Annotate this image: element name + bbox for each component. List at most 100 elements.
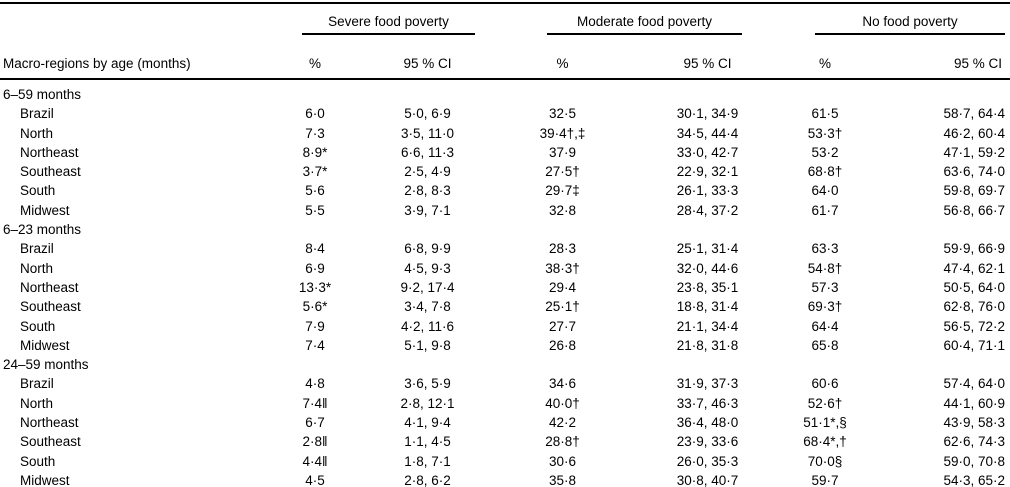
cell-moderate-ci: 32·0, 44·6 (676, 260, 739, 276)
section-header-row: 6–59 months (0, 79, 1010, 104)
row-label: Southeast (20, 164, 81, 180)
cell-none-pct: 70·0§ (807, 453, 843, 469)
table-row: South 4·4‖ 1·8, 7·1 30·6 26·0, 35·3 70·0… (0, 452, 1010, 471)
empty-corner-cell (0, 3, 265, 35)
row-label: North (20, 395, 54, 411)
cell-severe-pct: 2·8‖ (302, 434, 328, 450)
cell-severe-pct: 3·7* (302, 164, 328, 180)
row-label: Southeast (20, 434, 81, 450)
row-label: Northeast (20, 415, 79, 431)
cell-severe-ci: 9·2, 17·4 (400, 279, 455, 295)
cell-none-pct: 61·7 (811, 202, 839, 218)
cell-none-pct: 69·3† (807, 299, 843, 315)
group-header-none: No food poverty (780, 3, 1010, 35)
cell-severe-ci: 6·6, 11·3 (400, 144, 455, 160)
cell-moderate-ci: 31·9, 37·3 (676, 376, 739, 392)
cell-none-ci: 59·8, 69·7 (943, 183, 1006, 199)
sub-header-row: Macro-regions by age (months) % 95 % CI … (0, 35, 1010, 79)
cell-none-pct: 60·6 (811, 376, 839, 392)
cell-severe-ci: 2·8, 8·3 (404, 183, 451, 199)
cell-moderate-pct: 25·1† (545, 299, 580, 315)
cell-severe-pct: 8·9* (302, 144, 328, 160)
row-label: Brazil (20, 106, 54, 122)
table-row: Brazil 4·8 3·6, 5·9 34·6 31·9, 37·3 60·6… (0, 374, 1010, 393)
cell-moderate-pct: 27·7 (549, 318, 577, 334)
cell-moderate-pct: 34·6 (549, 376, 577, 392)
cell-moderate-pct: 29·7‡ (545, 183, 580, 199)
row-label: Midwest (20, 472, 70, 487)
table-row: Southeast 3·7* 2·5, 4·9 27·5† 22·9, 32·1… (0, 162, 1010, 181)
cell-none-ci: 54·3, 65·2 (943, 472, 1006, 487)
cell-moderate-ci: 21·1, 34·4 (676, 318, 739, 334)
group-header-moderate-label: Moderate food poverty (547, 14, 743, 35)
cell-moderate-pct: 28·3 (549, 241, 577, 257)
group-header-moderate: Moderate food poverty (490, 3, 780, 35)
cell-severe-pct: 8·4 (305, 241, 325, 257)
cell-severe-pct: 7·4 (305, 337, 325, 353)
cell-severe-ci: 2·8, 12·1 (400, 395, 455, 411)
cell-moderate-ci: 18·8, 31·4 (676, 299, 739, 315)
group-header-severe: Severe food poverty (265, 3, 490, 35)
cell-severe-ci: 2·5, 4·9 (404, 164, 451, 180)
cell-severe-pct: 4·8 (305, 376, 325, 392)
cell-moderate-pct: 30·6 (549, 453, 577, 469)
cell-none-ci: 56·5, 72·2 (943, 318, 1006, 334)
cell-severe-ci: 1·8, 7·1 (404, 453, 451, 469)
table-row: Southeast 5·6* 3·4, 7·8 25·1† 18·8, 31·4… (0, 297, 1010, 316)
cell-none-ci: 59·0, 70·8 (943, 453, 1006, 469)
cell-moderate-pct: 37·9 (549, 144, 577, 160)
row-label: Southeast (20, 299, 81, 315)
table-row: North 6·9 4·5, 9·3 38·3† 32·0, 44·6 54·8… (0, 259, 1010, 278)
row-label: South (20, 318, 56, 334)
cell-severe-ci: 4·5, 9·3 (404, 260, 451, 276)
cell-severe-pct: 5·6 (305, 183, 325, 199)
cell-none-ci: 58·7, 64·4 (943, 106, 1006, 122)
row-header-label: Macro-regions by age (months) (3, 56, 191, 71)
cell-none-ci: 63·6, 74·0 (943, 164, 1006, 180)
group-header-severe-label: Severe food poverty (302, 14, 476, 35)
cell-moderate-ci: 22·9, 32·1 (676, 164, 739, 180)
cell-moderate-ci: 23·9, 33·6 (676, 434, 739, 450)
cell-moderate-ci: 30·8, 40·7 (676, 472, 739, 487)
table-row: Southeast 2·8‖ 1·1, 4·5 28·8† 23·9, 33·6… (0, 432, 1010, 451)
table-row: Midwest 7·4 5·1, 9·8 26·8 21·8, 31·8 65·… (0, 336, 1010, 355)
cell-severe-pct: 7·9 (305, 318, 325, 334)
cell-moderate-ci: 28·4, 37·2 (676, 202, 739, 218)
cell-moderate-pct: 35·8 (549, 472, 577, 487)
cell-severe-pct: 6·9 (305, 260, 325, 276)
row-label: North (20, 125, 54, 141)
cell-moderate-ci: 26·1, 33·3 (676, 183, 739, 199)
cell-severe-pct: 5·5 (305, 202, 325, 218)
cell-none-ci: 46·2, 60·4 (943, 125, 1006, 141)
cell-none-pct: 51·1*,§ (803, 415, 847, 431)
section-header-row: 24–59 months (0, 355, 1010, 374)
cell-none-pct: 68·4*,† (803, 434, 847, 450)
table-row: North 7·3 3·5, 11·0 39·4†,‡ 34·5, 44·4 5… (0, 124, 1010, 143)
cell-none-ci: 43·9, 58·3 (943, 415, 1006, 431)
cell-severe-ci: 6·8, 9·9 (404, 241, 451, 257)
cell-moderate-ci: 34·5, 44·4 (676, 125, 739, 141)
column-group-header-row: Severe food poverty Moderate food povert… (0, 3, 1010, 35)
row-label: Midwest (20, 202, 70, 218)
moderate-pct-header: % (556, 56, 569, 71)
section-label: 24–59 months (3, 357, 89, 373)
cell-severe-ci: 2·8, 6·2 (404, 472, 451, 487)
table-row: Midwest 5·5 3·9, 7·1 32·8 28·4, 37·2 61·… (0, 201, 1010, 220)
cell-severe-ci: 5·0, 6·9 (404, 106, 451, 122)
cell-none-ci: 62·8, 76·0 (943, 299, 1006, 315)
row-label: Brazil (20, 241, 54, 257)
table-row: North 7·4‖ 2·8, 12·1 40·0† 33·7, 46·3 52… (0, 394, 1010, 413)
cell-moderate-pct: 32·8 (549, 202, 577, 218)
cell-none-ci: 47·1, 59·2 (943, 144, 1006, 160)
cell-moderate-ci: 26·0, 35·3 (676, 453, 739, 469)
table-row: Northeast 8·9* 6·6, 11·3 37·9 33·0, 42·7… (0, 143, 1010, 162)
cell-moderate-pct: 29·4 (549, 279, 577, 295)
cell-none-pct: 65·8 (811, 337, 839, 353)
row-label: North (20, 260, 54, 276)
severe-pct-header: % (308, 56, 321, 71)
cell-moderate-pct: 39·4†,‡ (539, 125, 586, 141)
cell-moderate-pct: 38·3† (545, 260, 580, 276)
cell-none-ci: 56·8, 66·7 (943, 202, 1006, 218)
